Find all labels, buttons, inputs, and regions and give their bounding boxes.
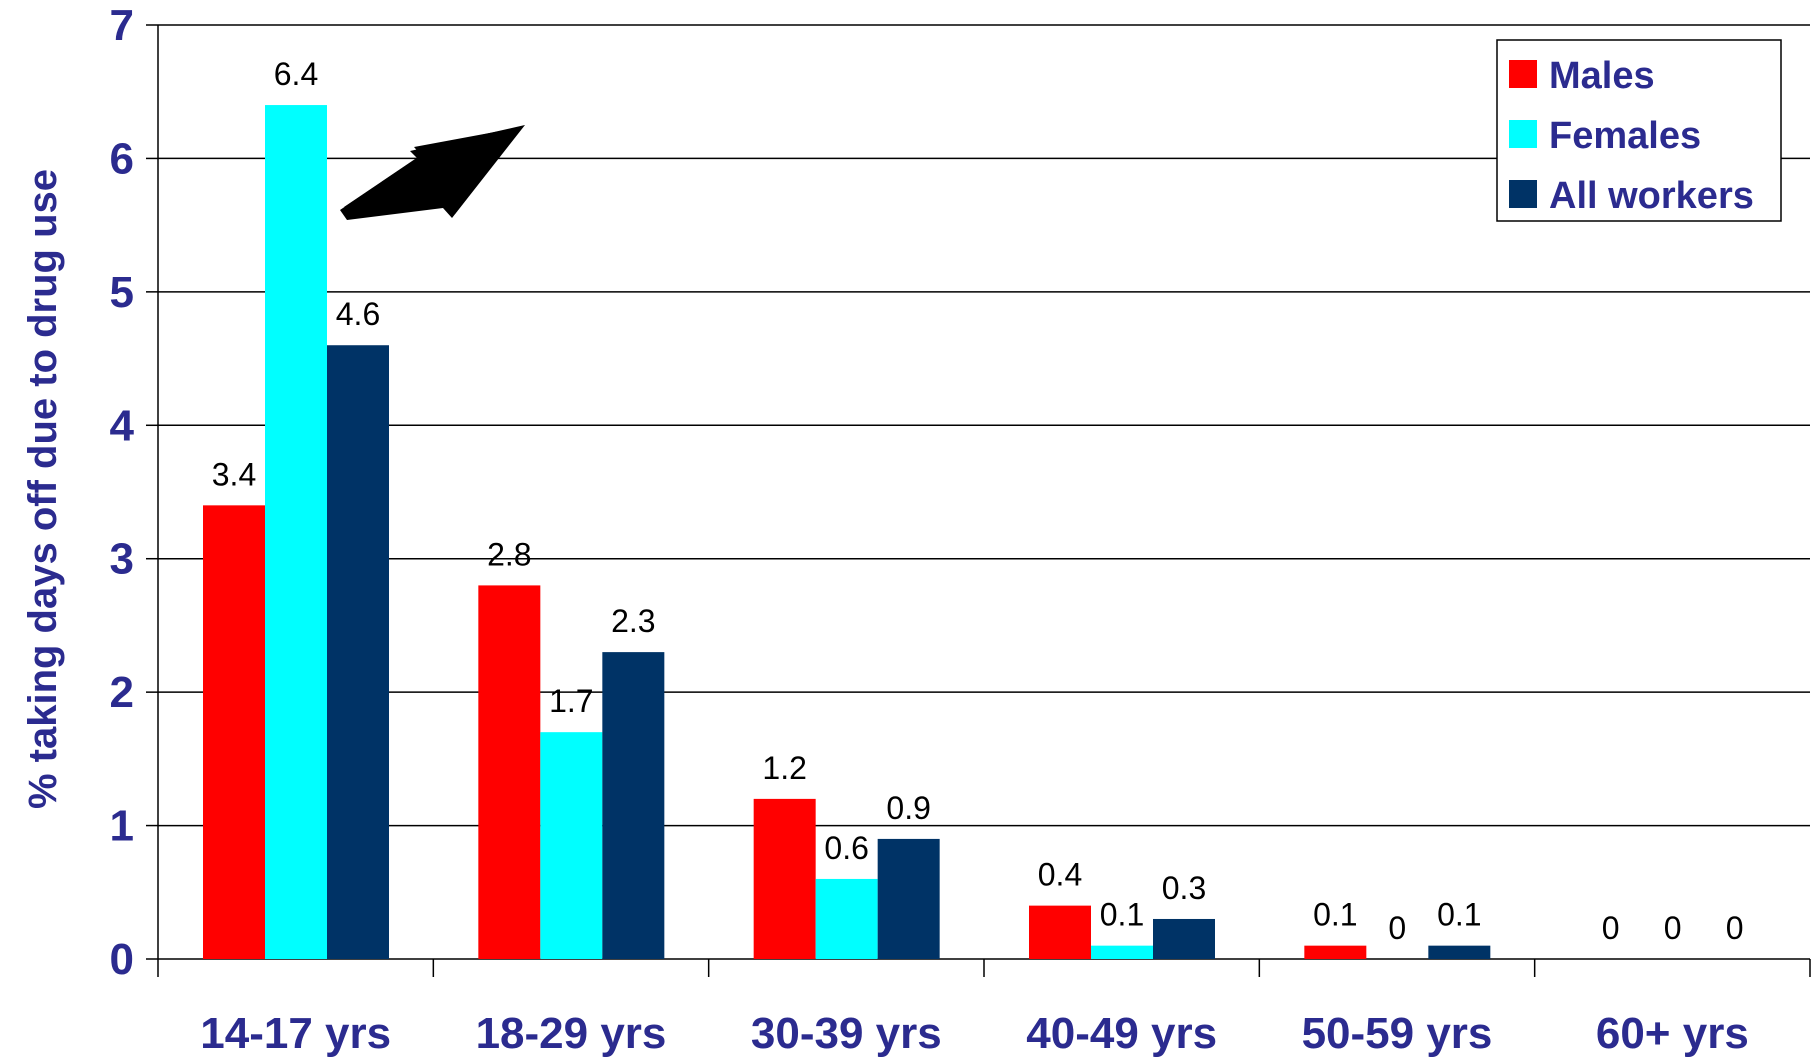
bar-males	[478, 585, 541, 959]
data-label: 0.1	[1437, 897, 1481, 933]
y-tick-label: 2	[110, 668, 134, 717]
legend-swatch	[1509, 120, 1537, 148]
legend-swatch	[1509, 180, 1537, 208]
data-label: 0	[1664, 910, 1682, 946]
legend-label: Males	[1549, 55, 1655, 97]
data-labels: 3.4 6.4 4.6 2.8 1.7 2.3 1.2 0.6 0.9 0.4 0.1 0.3 0.1 0…	[212, 56, 1744, 946]
legend-box	[1496, 39, 1782, 222]
x-tick-label: 14-17 yrs	[200, 1009, 391, 1058]
y-tick-label: 1	[110, 802, 134, 851]
y-axis-title: % taking days off due to drug use	[21, 169, 65, 809]
data-label: 2.8	[487, 536, 531, 572]
data-label: 0.3	[1162, 870, 1206, 906]
legend-label: Females	[1549, 115, 1701, 157]
bar-females	[1091, 945, 1153, 959]
data-label: 6.4	[274, 56, 318, 92]
bar-all-workers	[1428, 945, 1491, 959]
bar-males	[203, 505, 265, 959]
x-tick-label: 40-49 yrs	[1026, 1009, 1217, 1058]
bar-males	[753, 798, 816, 959]
x-tick-label: 60+ yrs	[1596, 1009, 1749, 1058]
data-label: 4.6	[336, 296, 380, 332]
annotation-arrow	[340, 125, 525, 220]
bars	[203, 105, 1491, 960]
data-label: 3.4	[212, 456, 256, 492]
x-tick-label: 50-59 yrs	[1302, 1009, 1493, 1058]
x-tick-label: 30-39 yrs	[751, 1009, 942, 1058]
y-tick-label: 6	[110, 134, 134, 183]
legend: Males Females All workers	[1496, 39, 1782, 222]
legend-label: All workers	[1549, 175, 1754, 217]
bar-all-workers	[602, 652, 665, 959]
data-label: 0	[1726, 910, 1744, 946]
legend-swatch	[1509, 60, 1537, 88]
data-label: 0.1	[1100, 897, 1144, 933]
y-tick-label: 0	[110, 935, 134, 984]
y-tick-label: 7	[110, 1, 134, 50]
data-label: 0.9	[886, 790, 930, 826]
data-label: 2.3	[611, 603, 655, 639]
data-label: 1.7	[549, 683, 593, 719]
bar-males	[1029, 905, 1091, 959]
data-label: 1.2	[762, 750, 806, 786]
bar-females	[540, 732, 603, 959]
data-label: 0.6	[824, 830, 868, 866]
data-label: 0.1	[1313, 897, 1357, 933]
data-label: 0.4	[1038, 857, 1082, 893]
data-label: 0	[1602, 910, 1620, 946]
bar-males	[1304, 945, 1367, 959]
y-tick-label: 4	[110, 401, 135, 450]
bar-all-workers	[877, 838, 940, 959]
y-tick-label: 3	[110, 535, 134, 584]
bar-all-workers	[1153, 918, 1215, 959]
y-tick-label: 5	[110, 268, 134, 317]
data-label: 0	[1388, 910, 1406, 946]
bar-females	[815, 878, 878, 959]
bar-females	[265, 105, 327, 960]
x-tick-label: 18-29 yrs	[476, 1009, 667, 1058]
axes: 0 1 2 3 4 5 6 7 14-17 yrs 18-29 yrs 30-39 yrs 40-49…	[110, 1, 1811, 1058]
bar-all-workers	[327, 345, 389, 959]
